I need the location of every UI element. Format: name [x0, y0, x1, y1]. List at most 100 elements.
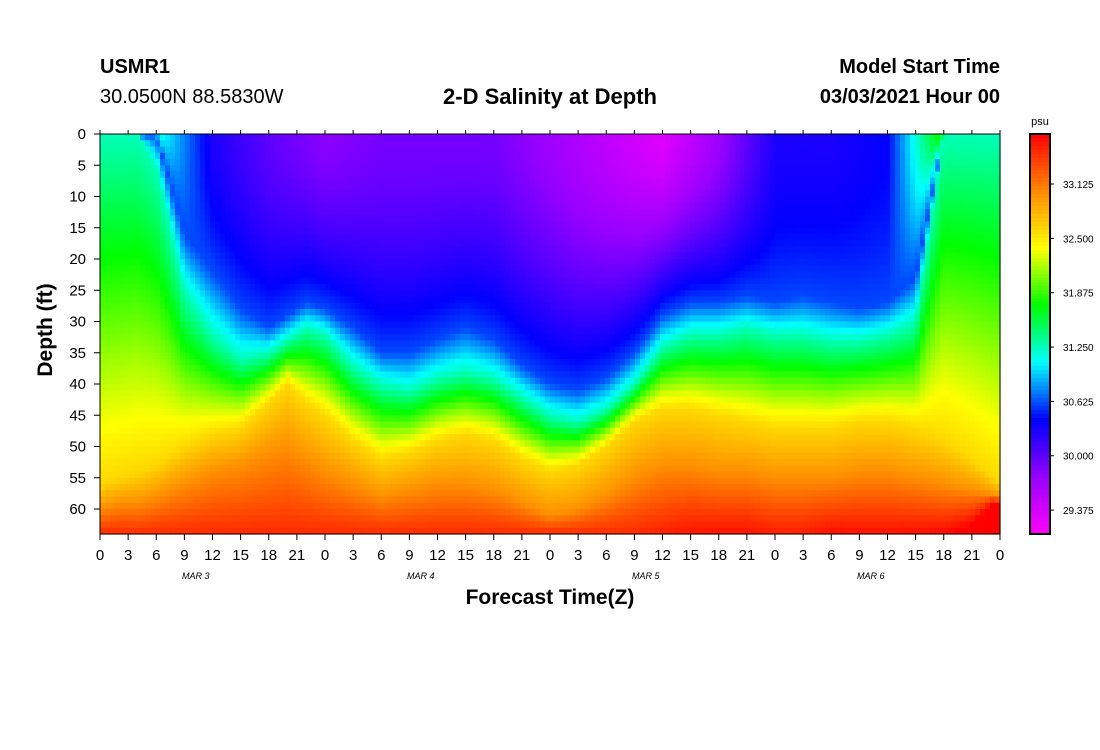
heatmap-cell	[390, 265, 396, 273]
heatmap-cell	[470, 152, 476, 160]
heatmap-cell	[290, 302, 296, 310]
heatmap-cell	[125, 140, 131, 148]
heatmap-cell	[175, 277, 181, 285]
heatmap-cell	[230, 384, 236, 391]
heatmap-cell	[320, 302, 326, 310]
heatmap-cell	[465, 415, 471, 423]
heatmap-cell	[110, 477, 116, 485]
heatmap-cell	[370, 265, 376, 273]
heatmap-cell	[240, 365, 246, 373]
heatmap-cell	[115, 459, 121, 466]
heatmap-cell	[205, 340, 211, 348]
heatmap-cell	[315, 296, 321, 304]
heatmap-cell	[345, 190, 351, 198]
heatmap-cell	[215, 252, 221, 260]
heatmap-cell	[250, 152, 256, 160]
heatmap-cell	[330, 177, 336, 185]
heatmap-cell	[440, 196, 446, 204]
heatmap-cell	[450, 315, 456, 323]
heatmap-cell	[230, 196, 236, 204]
heatmap-cell	[330, 377, 336, 385]
heatmap-cell	[130, 334, 136, 341]
heatmap-cell	[355, 352, 361, 360]
heatmap-cell	[355, 215, 361, 223]
heatmap-cell	[340, 509, 346, 516]
heatmap-cell	[145, 277, 151, 285]
heatmap-cell	[385, 227, 391, 235]
heatmap-cell	[160, 334, 166, 341]
heatmap-cell	[190, 359, 196, 366]
heatmap-cell	[360, 459, 366, 466]
heatmap-cell	[345, 459, 351, 466]
heatmap-cell	[205, 152, 211, 160]
heatmap-cell	[130, 346, 136, 354]
heatmap-cell	[280, 209, 286, 216]
heatmap-cell	[410, 415, 416, 423]
heatmap-cell	[195, 434, 201, 441]
heatmap-cell	[175, 421, 181, 429]
heatmap-cell	[310, 190, 316, 198]
heatmap-cell	[100, 384, 106, 391]
heatmap-cell	[125, 165, 131, 173]
heatmap-cell	[410, 315, 416, 323]
heatmap-cell	[305, 390, 311, 398]
heatmap-cell	[480, 334, 486, 341]
heatmap-cell	[115, 515, 121, 523]
heatmap-cell	[375, 334, 381, 341]
heatmap-cell	[155, 221, 161, 229]
heatmap-cell	[415, 134, 421, 141]
heatmap-cell	[100, 252, 106, 260]
heatmap-cell	[295, 402, 301, 410]
heatmap-cell	[310, 296, 316, 304]
heatmap-cell	[415, 446, 421, 454]
heatmap-cell	[105, 296, 111, 304]
heatmap-cell	[155, 240, 161, 248]
heatmap-cell	[210, 509, 216, 516]
heatmap-cell	[240, 446, 246, 454]
heatmap-cell	[440, 240, 446, 248]
heatmap-cell	[360, 465, 366, 473]
heatmap-cell	[345, 302, 351, 310]
heatmap-cell	[430, 434, 436, 441]
heatmap-cell	[370, 140, 376, 148]
heatmap-cell	[430, 365, 436, 373]
heatmap-cell	[230, 365, 236, 373]
heatmap-cell	[360, 296, 366, 304]
heatmap-cell	[390, 496, 396, 504]
heatmap-cell	[300, 396, 306, 404]
heatmap-cell	[120, 346, 126, 354]
heatmap-cell	[100, 302, 106, 310]
heatmap-cell	[230, 496, 236, 504]
heatmap-cell	[330, 352, 336, 360]
heatmap-cell	[425, 421, 431, 429]
heatmap-cell	[235, 415, 241, 423]
heatmap-cell	[245, 327, 251, 335]
heatmap-cell	[410, 427, 416, 435]
heatmap-cell	[335, 327, 341, 335]
heatmap-cell	[265, 384, 271, 391]
heatmap-cell	[230, 265, 236, 273]
heatmap-cell	[305, 196, 311, 204]
heatmap-cell	[195, 471, 201, 479]
heatmap-cell	[330, 434, 336, 441]
heatmap-cell	[410, 165, 416, 173]
heatmap-cell	[125, 290, 131, 298]
heatmap-cell	[480, 302, 486, 310]
heatmap-cell	[155, 490, 161, 498]
heatmap-cell	[100, 265, 106, 273]
heatmap-cell	[175, 490, 181, 498]
heatmap-cell	[195, 221, 201, 229]
heatmap-cell	[120, 227, 126, 235]
heatmap-cell	[350, 452, 356, 460]
heatmap-cell	[290, 377, 296, 385]
heatmap-cell	[220, 434, 226, 441]
heatmap-cell	[455, 271, 461, 279]
heatmap-cell	[435, 309, 441, 316]
heatmap-cell	[460, 346, 466, 354]
heatmap-cell	[385, 315, 391, 323]
heatmap-cell	[205, 159, 211, 166]
heatmap-cell	[405, 484, 411, 491]
heatmap-cell	[465, 215, 471, 223]
heatmap-cell	[460, 409, 466, 416]
heatmap-cell	[145, 440, 151, 448]
